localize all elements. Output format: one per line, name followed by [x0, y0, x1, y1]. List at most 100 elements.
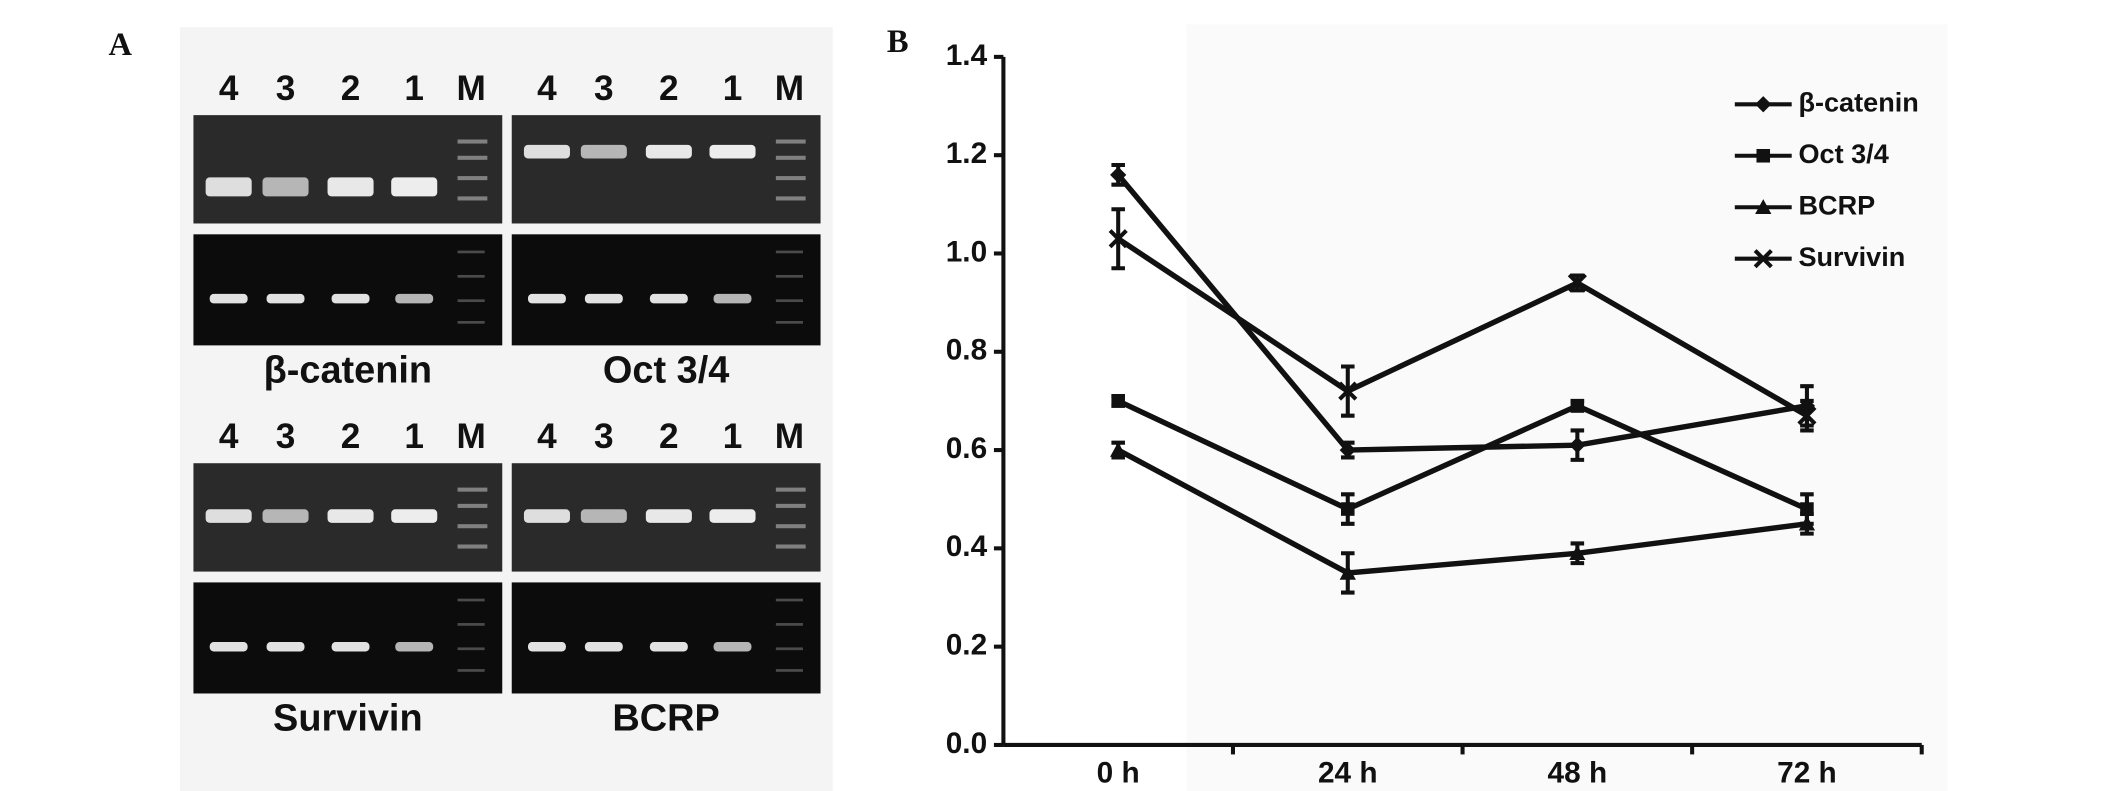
y-tick-label: 0.8: [946, 334, 987, 367]
y-tick-label: 0.4: [946, 530, 988, 563]
gel-band: [391, 509, 438, 523]
lane-label: 1: [723, 417, 743, 456]
legend-marker: [1753, 249, 1773, 269]
gel-band: [580, 509, 627, 523]
marker: [1798, 515, 1816, 531]
marker: [1108, 229, 1128, 249]
gel-band: [649, 293, 688, 304]
lane-label: 3: [276, 417, 296, 456]
gel-band: [327, 177, 374, 197]
y-tick-label: 0.2: [946, 629, 987, 662]
y-tick-label: 0.0: [946, 727, 987, 760]
marker-band: [775, 299, 803, 303]
gel-band: [523, 509, 570, 523]
lane-label: 3: [594, 69, 614, 108]
legend-marker: [1755, 96, 1772, 113]
lane-label: 1: [404, 69, 424, 108]
gel-image: [511, 234, 821, 346]
lane-label: 4: [537, 417, 557, 456]
lane-label: 1: [404, 417, 424, 456]
gel-band: [262, 509, 309, 523]
x-tick-label: 0 h: [1097, 757, 1140, 790]
legend-marker: [1756, 148, 1771, 163]
gel-band: [205, 177, 252, 197]
legend-label: β-catenin: [1798, 86, 1918, 117]
legend-label: Survivin: [1798, 241, 1905, 272]
marker-band: [775, 503, 806, 508]
marker: [1110, 441, 1127, 457]
gel-band: [209, 642, 248, 652]
series-line: [1116, 447, 1808, 576]
marker-band: [775, 155, 806, 160]
gel-name: β-catenin: [264, 349, 432, 391]
lane-label: 1: [723, 69, 743, 108]
marker-band: [457, 669, 485, 672]
gel-band: [645, 509, 692, 523]
gel-band: [266, 293, 305, 304]
legend-marker: [1755, 199, 1772, 215]
marker-band: [457, 503, 488, 508]
lane-label: M: [456, 417, 485, 456]
marker-band: [457, 274, 485, 278]
marker-band: [775, 321, 803, 324]
marker-band: [775, 623, 803, 626]
marker: [1111, 394, 1125, 408]
marker-band: [457, 155, 488, 160]
gel-name: BCRP: [612, 698, 719, 740]
marker: [1569, 437, 1586, 454]
lane-label: M: [775, 417, 804, 456]
gel-band: [391, 177, 438, 197]
gel-name: Survivin: [273, 698, 423, 740]
panel-label: B: [887, 24, 909, 60]
gel-band: [713, 293, 752, 304]
marker-band: [775, 647, 803, 651]
marker-band: [457, 176, 488, 181]
marker-band: [457, 321, 485, 324]
gel-band: [645, 144, 692, 159]
marker: [1339, 441, 1356, 459]
x-tick-label: 48 h: [1548, 757, 1608, 790]
marker-band: [457, 544, 488, 549]
lane-label: 2: [659, 69, 679, 108]
y-tick-label: 1.2: [946, 137, 987, 170]
marker-band: [775, 487, 806, 492]
gel-image: [511, 115, 821, 224]
y-tick-label: 0.6: [946, 432, 987, 465]
gel-band: [331, 293, 370, 304]
marker-band: [775, 544, 806, 549]
marker-band: [457, 647, 485, 651]
panel-label: A: [109, 27, 133, 63]
marker: [1338, 381, 1358, 401]
lane-label: M: [456, 69, 485, 108]
lane-label: 4: [219, 417, 239, 456]
marker-band: [775, 669, 803, 672]
marker: [1570, 399, 1585, 413]
gel-band: [527, 642, 566, 652]
marker-band: [457, 196, 488, 201]
gel-band: [262, 177, 309, 197]
gel-image: [193, 115, 503, 224]
gel-image: [511, 582, 821, 694]
marker: [1569, 545, 1586, 561]
gel-band: [523, 144, 570, 159]
y-tick-label: 1.0: [946, 235, 987, 268]
lane-label: 3: [276, 69, 296, 108]
x-tick-label: 72 h: [1777, 757, 1837, 790]
marker: [1797, 406, 1817, 426]
marker-band: [457, 524, 488, 529]
gel-image: [193, 234, 503, 346]
x-tick-label: 24 h: [1318, 757, 1378, 790]
marker-band: [775, 524, 806, 529]
gel-band: [395, 293, 434, 304]
marker-band: [457, 299, 485, 303]
gel-band: [713, 642, 752, 652]
gel-band: [209, 293, 248, 304]
marker: [1567, 273, 1587, 293]
legend-label: BCRP: [1798, 189, 1875, 220]
lane-label: 2: [659, 417, 679, 456]
marker-band: [457, 250, 485, 254]
gel-band: [649, 642, 688, 652]
gel-band: [584, 642, 623, 652]
marker-band: [775, 196, 806, 201]
